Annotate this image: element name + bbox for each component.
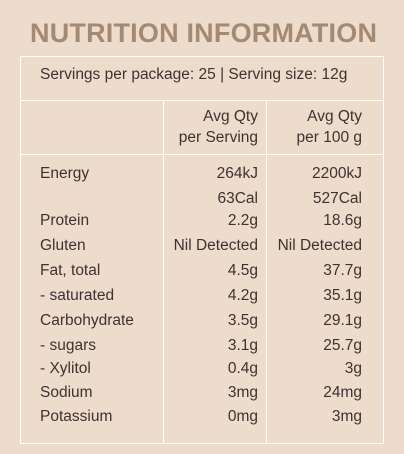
row-serving-gluten: Nil Detected xyxy=(173,237,258,254)
column-divider-2 xyxy=(266,100,267,444)
row-per100-sodium: 24mg xyxy=(323,384,362,401)
row-label-xylitol: - Xylitol xyxy=(40,360,91,377)
row-serving-sodium: 3mg xyxy=(227,384,258,401)
row-serving-carbohydrate: 3.5g xyxy=(227,312,258,329)
header-per-serving: Avg Qty per Serving xyxy=(179,106,258,148)
header-per-serving-line1: Avg Qty xyxy=(203,108,258,125)
row-label-energy: Energy xyxy=(40,165,90,182)
row-label-gluten: Gluten xyxy=(40,237,86,254)
row-serving-potassium: 0mg xyxy=(227,408,258,425)
row-serving-energy-kj: 264kJ xyxy=(216,165,258,182)
row-serving-sugars: 3.1g xyxy=(227,337,258,354)
divider-header xyxy=(20,154,384,155)
header-per-serving-line2: per Serving xyxy=(178,129,258,146)
row-label-carbohydrate: Carbohydrate xyxy=(40,312,134,329)
row-label-potassium: Potassium xyxy=(40,408,113,425)
panel-title: NUTRITION INFORMATION xyxy=(30,18,378,48)
header-per-100g: Avg Qty per 100 g xyxy=(297,106,363,148)
row-label-sodium: Sodium xyxy=(40,384,93,401)
servings-line: Servings per package: 25 | Serving size:… xyxy=(40,66,348,83)
row-per100-xylitol: 3g xyxy=(344,360,362,377)
row-per100-gluten: Nil Detected xyxy=(277,237,362,254)
row-label-fat-total: Fat, total xyxy=(40,262,101,279)
row-serving-saturated: 4.2g xyxy=(227,287,258,304)
row-serving-energy-cal: 63Cal xyxy=(217,190,259,207)
row-per100-saturated: 35.1g xyxy=(323,287,362,304)
header-per-100g-line2: per 100 g xyxy=(296,129,363,146)
row-per100-protein: 18.6g xyxy=(323,212,362,229)
row-per100-potassium: 3mg xyxy=(331,408,362,425)
row-per100-energy-kj: 2200kJ xyxy=(312,165,362,182)
row-per100-carbohydrate: 29.1g xyxy=(323,312,362,329)
header-per-100g-line1: Avg Qty xyxy=(307,108,362,125)
divider-top xyxy=(20,100,384,101)
row-serving-fat-total: 4.5g xyxy=(227,262,258,279)
row-per100-sugars: 25.7g xyxy=(323,337,362,354)
row-serving-xylitol: 0.4g xyxy=(227,360,258,377)
row-label-protein: Protein xyxy=(40,212,90,229)
row-label-saturated: - saturated xyxy=(40,287,115,304)
row-serving-protein: 2.2g xyxy=(227,212,258,229)
column-divider-1 xyxy=(163,100,164,444)
row-per100-energy-cal: 527Cal xyxy=(312,190,362,207)
row-label-sugars: - sugars xyxy=(40,337,96,354)
row-per100-fat-total: 37.7g xyxy=(323,262,362,279)
nutrition-panel xyxy=(20,56,384,444)
